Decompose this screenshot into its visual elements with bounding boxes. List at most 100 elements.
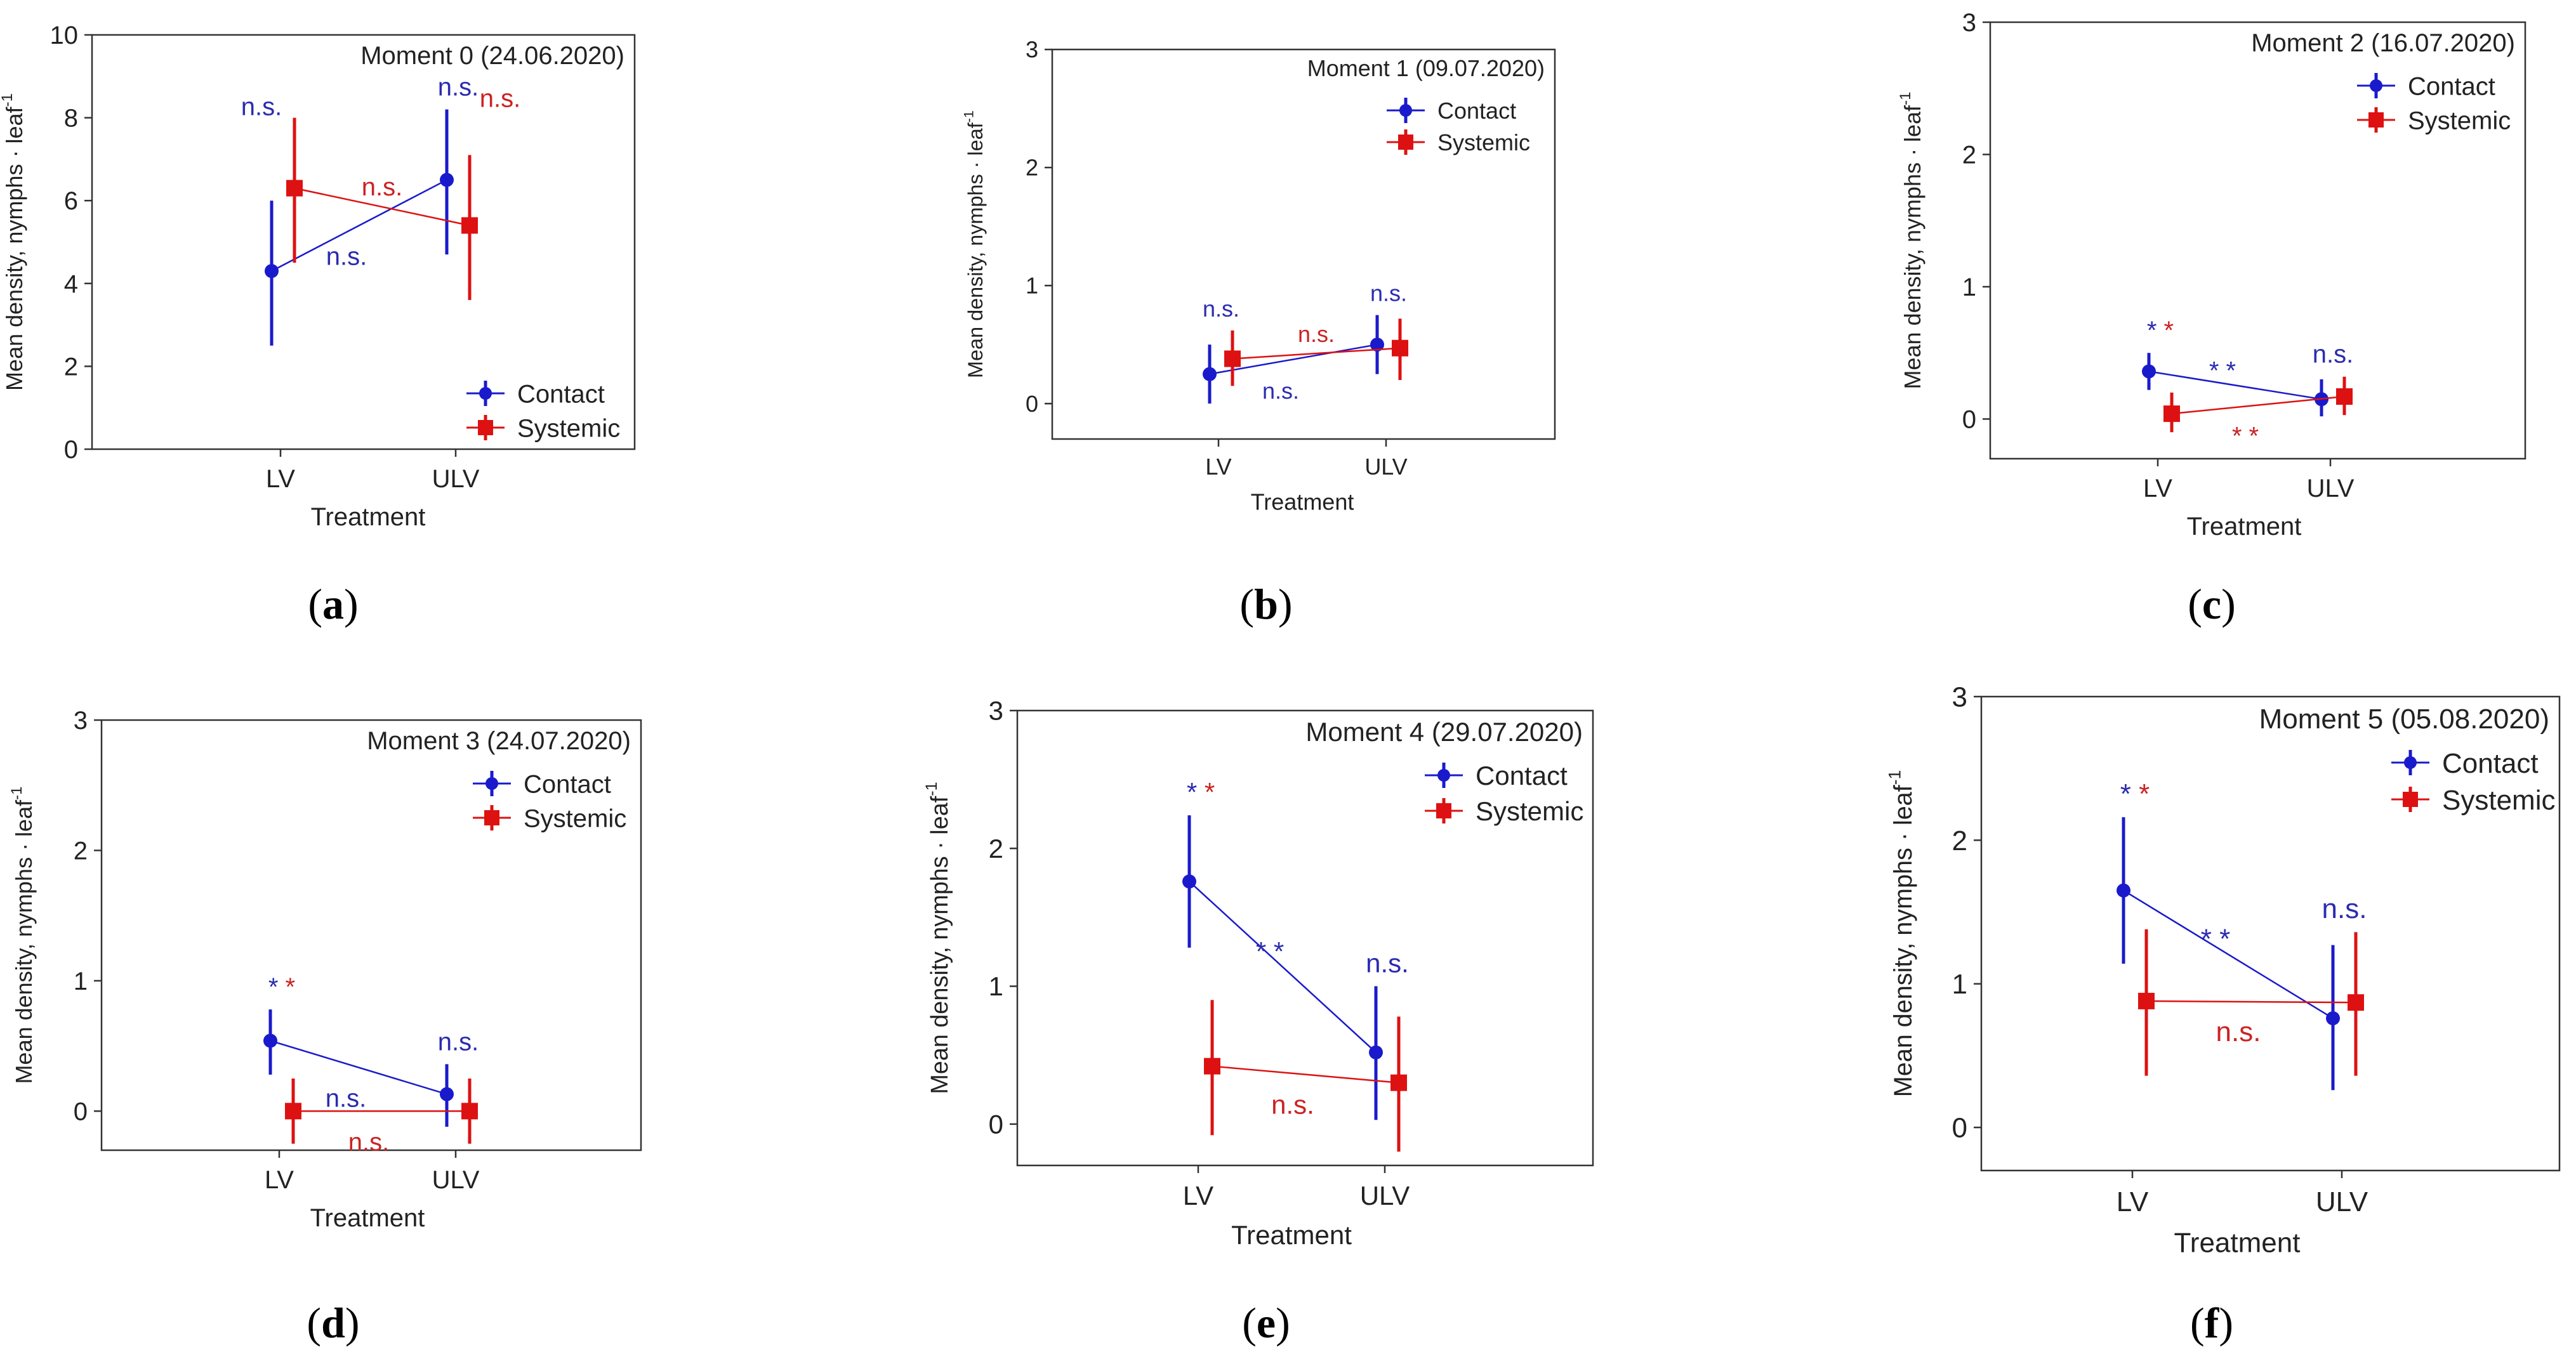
series-contact (2142, 353, 2328, 417)
data-point (263, 1033, 277, 1048)
legend-entry-contact: Contact (2391, 748, 2539, 779)
data-point (2326, 1011, 2340, 1026)
x-tick-label: ULV (2316, 1186, 2368, 1217)
x-axis-label: Treatment (2187, 513, 2302, 541)
significance-annotation: n.s. (1298, 321, 1335, 347)
x-tick-label: LV (265, 1166, 294, 1194)
chart-panel-f: 0 1 2 3 LV ULV Treatment Mean density, nymphs ·… (1885, 681, 2561, 1347)
chart-panel-e: 0 1 2 3 LV ULV Treatment Mean density, nymphs ·… (923, 696, 1594, 1347)
y-tick-label: 3 (1962, 9, 1976, 37)
data-point (461, 217, 478, 234)
panel-caption: (e) (1242, 1299, 1290, 1347)
legend-label: Systemic (1476, 796, 1583, 826)
series-contact (1203, 315, 1384, 404)
y-tick-label: 0 (989, 1110, 1003, 1139)
plot-frame (100, 719, 642, 1151)
data-point (2163, 405, 2180, 423)
data-point (1224, 350, 1241, 367)
significance-annotation: * * (2120, 778, 2150, 810)
x-axis-label: Treatment (1251, 489, 1354, 515)
significance-annotation: n.s. (480, 85, 520, 113)
legend-marker (1398, 134, 1413, 150)
x-tick-label: ULV (1360, 1181, 1410, 1210)
legend-marker (484, 810, 499, 825)
y-tick-label: 3 (74, 707, 88, 735)
legend-label: Contact (2442, 748, 2539, 779)
y-tick-label: 3 (989, 696, 1003, 726)
y-tick-label: 1 (1962, 273, 1976, 301)
legend-entry-contact: Contact (1425, 761, 1568, 790)
plot-frame (1051, 48, 1556, 440)
legend-marker (2404, 756, 2417, 769)
data-point (265, 264, 279, 279)
series-systemic (1204, 1000, 1407, 1152)
legend-entry-contact: Contact (2357, 72, 2495, 100)
legend-marker (2370, 79, 2382, 92)
significance-annotation: n.s. (1203, 296, 1239, 322)
data-point (2117, 883, 2130, 898)
legend-label: Systemic (2408, 107, 2511, 134)
series-contact (265, 109, 454, 346)
y-tick-label: 0 (74, 1098, 88, 1125)
significance-annotation: n.s. (241, 93, 282, 121)
y-tick-label: 2 (74, 837, 88, 865)
series-line (2123, 889, 2334, 1020)
legend-entry-contact: Contact (466, 380, 605, 408)
y-axis-label: Mean density, nymphs · leaf-1 (1897, 92, 1925, 390)
data-point (1203, 367, 1217, 381)
legend-marker (478, 420, 493, 435)
y-tick-label: 8 (64, 105, 78, 133)
series-line (270, 1040, 447, 1095)
series-systemic (1224, 318, 1408, 386)
legend-marker (485, 777, 498, 790)
panel-caption: (b) (1239, 580, 1292, 628)
data-point (2142, 364, 2156, 379)
x-tick-label: ULV (2307, 475, 2355, 502)
data-point (2336, 388, 2353, 405)
plot-frame (1989, 21, 2526, 460)
series-line (2148, 371, 2322, 400)
y-tick-label: 0 (1026, 391, 1038, 417)
panel-caption: (d) (307, 1299, 359, 1347)
significance-annotation: * * (1256, 936, 1284, 966)
y-tick-label: 1 (989, 971, 1003, 1001)
y-tick-label: 1 (1026, 273, 1038, 299)
data-point (285, 1103, 301, 1120)
y-axis-label: Mean density, nymphs · leaf-1 (0, 93, 27, 391)
data-point (2348, 994, 2364, 1011)
chart-title: Moment 5 (05.08.2020) (2259, 704, 2549, 735)
series-line (294, 187, 470, 226)
series-systemic (286, 117, 478, 300)
y-tick-label: 0 (1952, 1112, 1967, 1143)
series-line (1232, 347, 1401, 360)
legend-marker (479, 387, 492, 400)
x-tick-label: ULV (432, 1166, 480, 1194)
series-systemic (2138, 929, 2364, 1076)
legend-entry-systemic: Systemic (2391, 785, 2555, 816)
significance-annotation: n.s. (1262, 377, 1299, 403)
y-tick-label: 3 (1952, 681, 1967, 712)
y-axis-label: Mean density, nymphs · leaf-1 (961, 110, 987, 378)
x-tick-label: LV (2143, 475, 2172, 502)
series-line (1189, 881, 1377, 1053)
significance-annotation: n.s. (362, 173, 402, 201)
legend-marker (2403, 792, 2418, 807)
legend-marker (2368, 112, 2384, 128)
series-line (271, 179, 447, 272)
x-tick-label: LV (266, 465, 295, 493)
x-tick-label: LV (1205, 454, 1231, 480)
legend-label: Systemic (517, 414, 620, 442)
data-point (1182, 874, 1196, 889)
x-axis-label: Treatment (310, 1204, 425, 1232)
legend-entry-systemic: Systemic (1425, 796, 1583, 826)
legend-label: Contact (517, 380, 605, 408)
x-tick-label: ULV (1364, 454, 1407, 480)
legend-label: Contact (2408, 72, 2495, 100)
legend-label: Contact (1476, 761, 1568, 790)
data-point (1392, 339, 1408, 357)
y-tick-label: 3 (1026, 37, 1038, 63)
